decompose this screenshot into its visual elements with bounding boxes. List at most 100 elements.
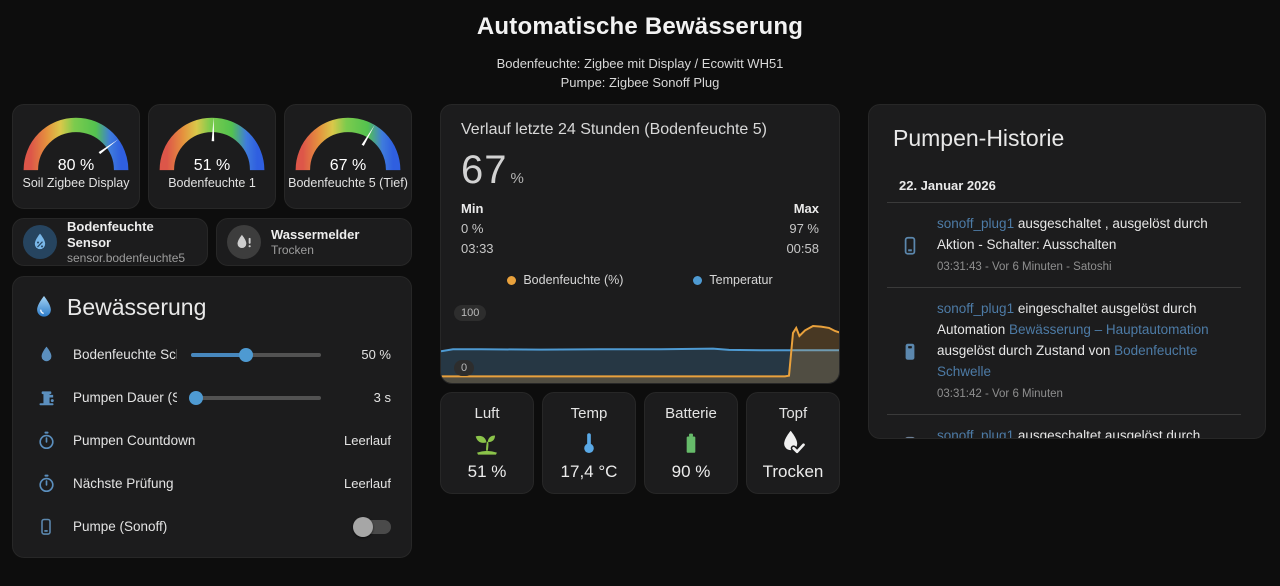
- stat-label: Luft: [474, 405, 500, 422]
- row-value: Leerlauf: [344, 476, 391, 491]
- history-entry: sonoff_plug1 ausgeschaltet ausgelöst dur…: [887, 415, 1241, 439]
- plug-filled-icon: [887, 298, 933, 405]
- water-percent-icon: [23, 225, 57, 259]
- sensor-tile-subtitle: sensor.bodenfeuchte5: [67, 250, 186, 265]
- water-pump-icon: [33, 387, 59, 408]
- gauge-needle: [98, 139, 119, 155]
- entry-timestamp: 03:31:43 - Vor 6 Minuten - Satoshi: [937, 261, 1112, 273]
- gauge: 67 %: [292, 113, 404, 174]
- automation-link[interactable]: Bewässerung – Hauptautomation: [1009, 322, 1209, 337]
- gauge: 51 %: [156, 113, 268, 174]
- page-subtitle: Bodenfeuchte: Zigbee mit Display / Ecowi…: [0, 54, 1280, 92]
- irrigation-card-title: Bewässerung: [67, 293, 207, 320]
- entity-link[interactable]: sonoff_plug1: [937, 216, 1015, 231]
- timer-icon: [33, 473, 59, 494]
- chart-current-unit: %: [510, 170, 524, 187]
- bodenfeuchte-schwelle-slider[interactable]: [191, 347, 321, 362]
- legend-label: Bodenfeuchte (%): [523, 273, 624, 287]
- water-drop-icon: [37, 296, 51, 317]
- sensor-tile-title: Bodenfeuchte Sensor: [67, 218, 154, 250]
- entity-link[interactable]: Bodenfeuchte Schwelle: [937, 343, 1198, 379]
- history-graph: [441, 324, 839, 383]
- legend-label: Temperatur: [709, 273, 773, 287]
- row-value: 50 %: [361, 347, 391, 362]
- history-entry: sonoff_plug1 eingeschaltet ausgelöst dur…: [887, 288, 1241, 414]
- irrigation-card: Bewässerung Bodenfeuchte Schwell… 50 %: [12, 276, 412, 558]
- divider: [887, 202, 1241, 203]
- entity-link[interactable]: sonoff_plug1: [937, 428, 1015, 439]
- gauge-arc: [295, 117, 401, 171]
- row-label: Pumpe (Sonoff): [73, 519, 168, 534]
- subtitle-line-1: Bodenfeuchte: Zigbee mit Display / Ecowi…: [496, 56, 784, 71]
- stat-tile-luft[interactable]: Luft 51 %: [440, 392, 534, 494]
- gauge-arc: [159, 117, 265, 171]
- water-check-icon: [747, 426, 839, 460]
- stat-tile-topf[interactable]: Topf Trocken: [746, 392, 840, 494]
- row-label: Nächste Prüfung: [73, 476, 174, 491]
- timer-icon: [33, 430, 59, 451]
- entity-link[interactable]: sonoff_plug1: [937, 301, 1015, 316]
- stat-tile-temp[interactable]: Temp 17,4 °C: [542, 392, 636, 494]
- sensor-tile-bodenfeuchte-sensor[interactable]: Bodenfeuchte Sensor sensor.bodenfeuchte5: [12, 218, 208, 266]
- chart-header: Verlauf letzte 24 Stunden (Bodenfeuchte …: [461, 121, 767, 138]
- right-column: Pumpen-Historie 22. Januar 2026 sonoff_p…: [868, 104, 1266, 558]
- stat-value: 17,4 °C: [560, 462, 618, 481]
- history-chart-card: Verlauf letzte 24 Stunden (Bodenfeuchte …: [440, 104, 840, 384]
- gauge-card-bodenfeuchte-1[interactable]: 51 % Bodenfeuchte 1: [148, 104, 276, 209]
- chart-legend: Bodenfeuchte (%) Temperatur: [461, 273, 819, 287]
- pump-history-card: Pumpen-Historie 22. Januar 2026 sonoff_p…: [868, 104, 1266, 439]
- middle-column: Verlauf letzte 24 Stunden (Bodenfeuchte …: [440, 104, 840, 558]
- toggle-knob[interactable]: [353, 516, 373, 537]
- gauge-name: Soil Zigbee Display: [22, 176, 130, 190]
- page-title: Automatische Bewässerung: [476, 13, 804, 40]
- plug-icon: [33, 516, 59, 538]
- legend-item-temperatur[interactable]: Temperatur: [693, 273, 773, 287]
- min-value: 0 %: [461, 221, 484, 236]
- gauge-value: 80 %: [57, 157, 95, 174]
- gauge-card-soil-zigbee-display[interactable]: 80 % Soil Zigbee Display: [12, 104, 140, 209]
- slider-knob[interactable]: [189, 390, 204, 405]
- stat-value: 90 %: [671, 462, 711, 481]
- battery-icon: [645, 426, 737, 460]
- stat-tile-batterie[interactable]: Batterie 90 %: [644, 392, 738, 494]
- min-label: Min: [461, 201, 484, 216]
- plug-outline-icon: [887, 425, 933, 438]
- gauge-value: 67 %: [329, 157, 367, 174]
- gauge-row: 80 % Soil Zigbee Display 51 % Bodenfeuch…: [12, 104, 412, 209]
- gauge-card-bodenfeuchte-5-tief[interactable]: 67 % Bodenfeuchte 5 (Tief): [284, 104, 412, 209]
- max-value: 97 %: [789, 221, 819, 236]
- pump-toggle[interactable]: [353, 516, 391, 537]
- history-entry: sonoff_plug1 ausgeschaltet , ausgelöst d…: [887, 203, 1241, 287]
- stat-label: Batterie: [665, 405, 717, 422]
- history-date: 22. Januar 2026: [899, 178, 996, 193]
- gauge-needle: [361, 125, 375, 146]
- legend-item-bodenfeuchte[interactable]: Bodenfeuchte (%): [507, 273, 623, 287]
- stat-label: Topf: [778, 405, 808, 422]
- chart-current-value: 67: [461, 148, 508, 192]
- sensor-tile-subtitle: Trocken: [271, 242, 314, 257]
- row-value: 3 s: [373, 390, 391, 405]
- row-value: Leerlauf: [344, 433, 391, 448]
- slider-knob[interactable]: [238, 347, 253, 362]
- sensor-tile-wassermelder[interactable]: Wassermelder Trocken: [216, 218, 412, 266]
- sprout-icon: [441, 426, 533, 460]
- min-time: 03:33: [461, 241, 494, 256]
- pumpen-dauer-slider[interactable]: [189, 390, 321, 405]
- row-label: Pumpen Countdown: [73, 433, 196, 448]
- gauge-arc: [23, 117, 129, 171]
- dashboard-columns: 80 % Soil Zigbee Display 51 % Bodenfeuch…: [0, 104, 1280, 558]
- divider: [887, 287, 1241, 288]
- pump-history-title: Pumpen-Historie: [893, 125, 1065, 151]
- thermometer-icon: [543, 426, 635, 460]
- row-bodenfeuchte-schwelle: Bodenfeuchte Schwell… 50 %: [33, 333, 391, 376]
- gauge-name: Bodenfeuchte 5 (Tief): [288, 176, 408, 190]
- max-time: 00:58: [786, 241, 819, 256]
- row-pumpe-sonoff: Pumpe (Sonoff): [33, 505, 391, 548]
- page-header: Automatische Bewässerung Bodenfeuchte: Z…: [0, 0, 1280, 92]
- stat-label: Temp: [570, 405, 608, 422]
- stat-value: 51 %: [467, 462, 507, 481]
- gauge-needle: [211, 117, 215, 142]
- legend-dot-blue: [693, 275, 703, 285]
- chart-area: 100 0: [441, 300, 839, 383]
- divider: [887, 414, 1241, 415]
